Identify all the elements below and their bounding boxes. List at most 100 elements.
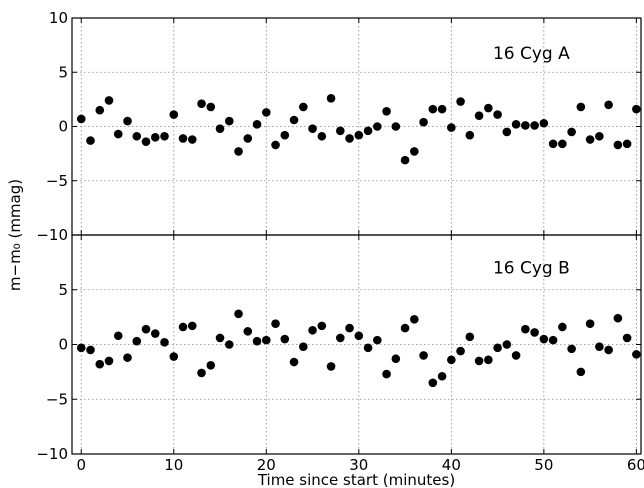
data-point: [336, 333, 345, 343]
data-point: [558, 139, 567, 149]
data-point: [613, 313, 623, 323]
data-point: [160, 338, 169, 347]
data-point: [539, 118, 549, 128]
data-point: [308, 325, 317, 335]
data-point: [178, 322, 188, 332]
data-point: [95, 359, 105, 369]
data-point: [493, 110, 502, 119]
data-point: [511, 351, 521, 360]
data-point: [595, 342, 604, 351]
data-point: [373, 122, 382, 131]
data-point: [141, 137, 151, 146]
data-point: [271, 140, 280, 150]
data-point: [261, 335, 271, 345]
data-point: [604, 100, 613, 110]
data-point: [576, 367, 586, 377]
data-point: [437, 104, 447, 114]
data-point: [326, 93, 336, 103]
data-point: [113, 331, 123, 341]
data-point: [548, 139, 558, 149]
x-axis-label: Time since start (minutes): [257, 471, 455, 488]
data-point: [169, 110, 179, 119]
data-point: [113, 129, 123, 139]
data-point: [132, 131, 142, 141]
frame-layer: [71, 17, 642, 455]
data-point: [234, 309, 243, 319]
data-point: [224, 340, 234, 349]
data-point: [299, 342, 308, 351]
data-point: [382, 369, 391, 379]
data-point: [104, 356, 114, 366]
data-point: [252, 336, 262, 346]
data-point: [428, 378, 438, 388]
data-point: [86, 136, 95, 145]
data-point: [465, 130, 475, 140]
data-point: [363, 126, 373, 136]
data-point: [391, 354, 401, 364]
data-point: [567, 127, 576, 137]
data-point: [354, 331, 364, 341]
data-point: [150, 329, 160, 338]
data-point: [280, 130, 290, 140]
data-point: [215, 333, 225, 343]
data-point: [595, 131, 604, 141]
data-point: [502, 340, 512, 349]
data-point: [521, 324, 530, 334]
data-point: [76, 343, 86, 353]
data-point: [252, 120, 262, 129]
data-point: [419, 351, 428, 360]
data-point: [391, 122, 401, 131]
data-point: [123, 353, 132, 362]
data-point: [456, 97, 465, 106]
data-point: [234, 147, 243, 156]
x-tick-label: 40: [442, 456, 461, 474]
data-point: [410, 315, 419, 324]
data-point: [447, 123, 456, 132]
data-point: [632, 350, 641, 359]
panel-title-16-cyg-a: 16 Cyg A: [493, 44, 570, 64]
data-point: [308, 124, 317, 133]
data-point: [197, 368, 206, 378]
data-point: [548, 335, 558, 345]
data-point: [419, 117, 428, 127]
data-point: [206, 102, 216, 112]
x-tick-label: 10: [164, 456, 183, 474]
data-point: [437, 371, 447, 381]
data-point: [243, 134, 253, 143]
data-point: [187, 135, 197, 144]
data-point: [474, 356, 484, 366]
data-point: [530, 328, 539, 337]
data-point: [622, 139, 632, 149]
data-point: [567, 344, 576, 354]
y-tick-label: −5: [46, 172, 68, 190]
data-point: [511, 120, 521, 129]
data-point: [530, 121, 539, 130]
data-point: [363, 343, 373, 353]
x-tick-label: 30: [349, 456, 368, 474]
data-point: [76, 114, 86, 124]
y-tick-label: 0: [58, 118, 68, 136]
x-tick-label: 20: [257, 456, 276, 474]
data-point: [521, 121, 530, 130]
data-point: [141, 324, 151, 334]
data-point: [354, 130, 364, 140]
data-point: [95, 105, 105, 115]
data-point: [613, 140, 623, 150]
point-layer: [76, 93, 641, 388]
y-tick-label: −10: [36, 445, 68, 463]
data-point: [465, 332, 475, 342]
data-point: [447, 355, 456, 365]
data-point: [261, 108, 271, 117]
panel-title-16-cyg-b: 16 Cyg B: [493, 258, 570, 278]
y-tick-label: −5: [46, 390, 68, 408]
data-point: [400, 155, 410, 165]
data-point: [585, 135, 595, 144]
data-point: [484, 355, 493, 365]
data-point: [187, 321, 197, 331]
data-point: [150, 133, 160, 142]
y-tick-label: 5: [58, 63, 68, 81]
data-point: [289, 357, 299, 367]
data-point: [502, 127, 512, 137]
data-point: [345, 323, 354, 333]
